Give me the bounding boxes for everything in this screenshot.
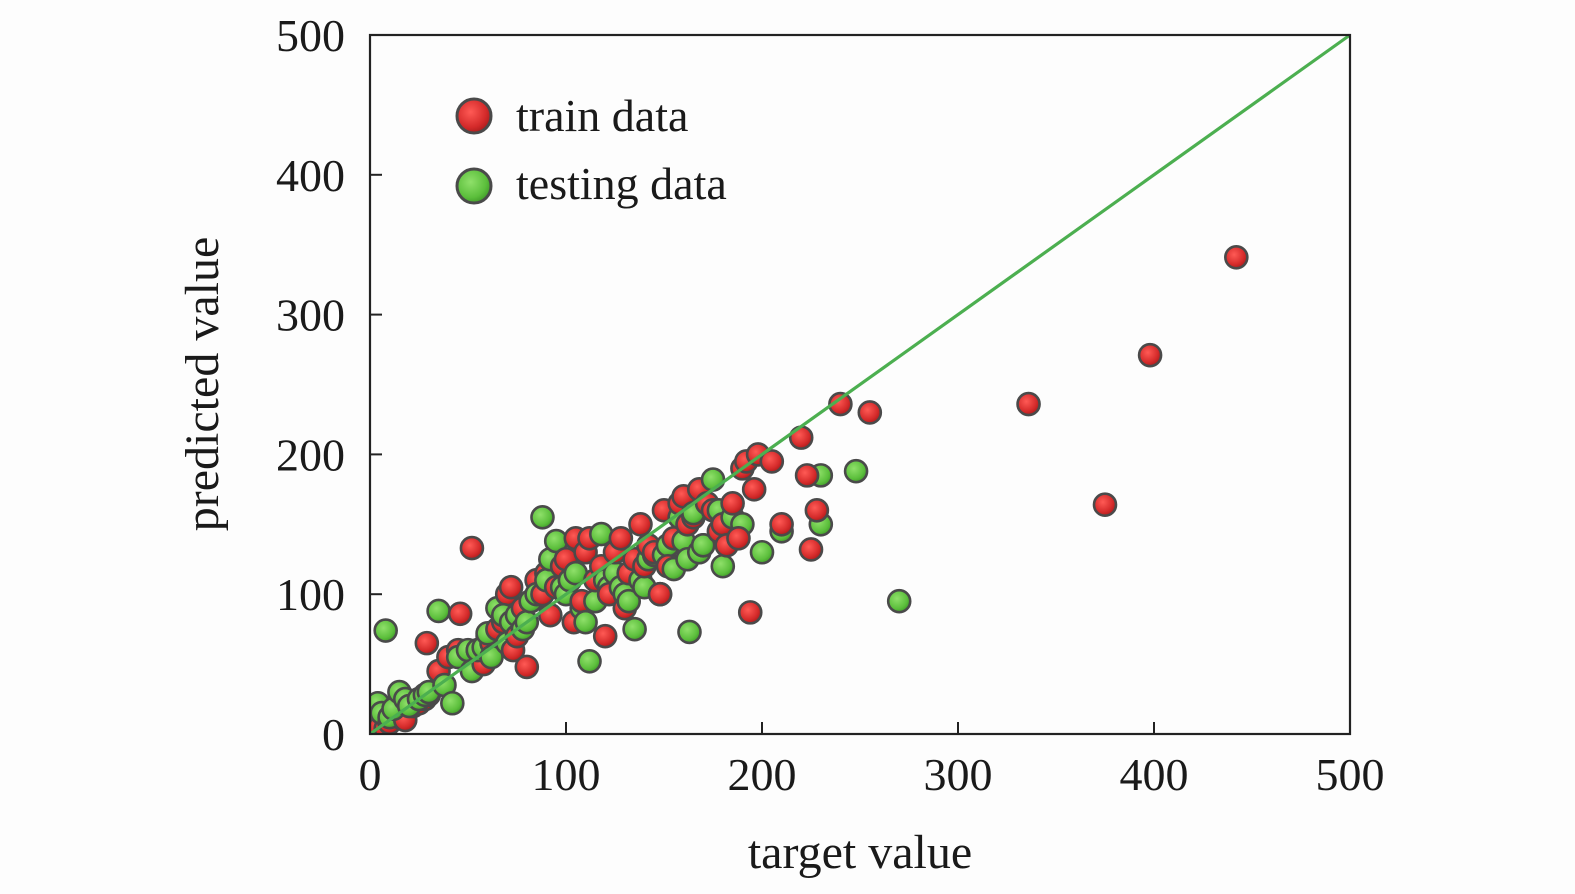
train-data-point xyxy=(647,581,673,607)
train-data-point xyxy=(741,477,767,502)
testing-data-point xyxy=(577,649,602,674)
train-data-point xyxy=(628,511,653,537)
testing-data-point xyxy=(700,467,726,492)
train-data-point xyxy=(1137,342,1163,368)
train-data-point xyxy=(788,425,814,450)
x-axis-title: target value xyxy=(748,826,972,879)
train-data-point xyxy=(794,463,820,488)
x-tick-label: 300 xyxy=(924,749,993,800)
testing-data-point xyxy=(749,539,775,565)
testing-data-point xyxy=(440,690,465,716)
data-points xyxy=(370,244,1249,734)
train-data-point xyxy=(1092,492,1118,518)
train-data-point xyxy=(459,535,485,561)
train-data-point xyxy=(608,525,634,551)
train-data-point xyxy=(769,511,794,537)
train-data-point xyxy=(592,623,618,649)
train-data-point xyxy=(1016,391,1041,417)
testing-data-point xyxy=(622,616,647,642)
train-data-point xyxy=(737,600,763,625)
y-tick-label: 200 xyxy=(276,429,345,480)
x-tick-label: 200 xyxy=(728,749,797,800)
x-tick-label: 0 xyxy=(359,749,382,800)
y-axis-title: predicted value xyxy=(176,237,229,532)
train-data-point xyxy=(538,602,563,628)
testing-data-point xyxy=(710,553,736,579)
train-data-point xyxy=(726,525,751,551)
legend: train data testing data xyxy=(455,90,727,209)
legend-label-test: testing data xyxy=(516,158,727,209)
train-data-point xyxy=(1224,244,1249,270)
testing-data-point xyxy=(373,618,398,643)
train-data-point xyxy=(759,449,785,474)
testing-data-point xyxy=(843,458,869,484)
y-tick-label: 0 xyxy=(322,709,345,760)
testing-data-point xyxy=(616,588,642,614)
legend-marker-train xyxy=(455,97,493,135)
train-data-point xyxy=(447,601,473,627)
y-tick-label: 300 xyxy=(276,290,345,341)
y-tick-label: 500 xyxy=(276,10,345,61)
testing-data-point xyxy=(886,588,912,614)
reference-line xyxy=(369,33,1351,736)
testing-data-point xyxy=(573,609,598,635)
y-tick-label: 100 xyxy=(276,569,345,620)
testing-data-point xyxy=(677,619,702,645)
x-tick-label: 500 xyxy=(1316,749,1385,800)
legend-label-train: train data xyxy=(516,90,688,141)
y-tick-label: 400 xyxy=(276,150,345,201)
train-data-point xyxy=(828,391,853,417)
train-data-point xyxy=(804,498,830,523)
x-tick-label: 400 xyxy=(1120,749,1189,800)
train-data-point xyxy=(720,491,745,516)
testing-data-point xyxy=(426,598,451,624)
train-data-point xyxy=(514,654,540,680)
testing-data-point xyxy=(530,505,555,530)
plot-frame xyxy=(368,33,1352,736)
testing-data-point xyxy=(690,532,716,558)
axis-ticks: 0 100 200 300 400 500 0 100 200 300 400 500 xyxy=(276,10,1385,800)
train-data-point xyxy=(798,537,824,562)
train-data-point xyxy=(498,574,524,600)
legend-marker-test xyxy=(455,167,493,205)
train-data-point xyxy=(857,400,883,425)
train-data-point xyxy=(414,630,440,656)
x-tick-label: 100 xyxy=(532,749,601,800)
